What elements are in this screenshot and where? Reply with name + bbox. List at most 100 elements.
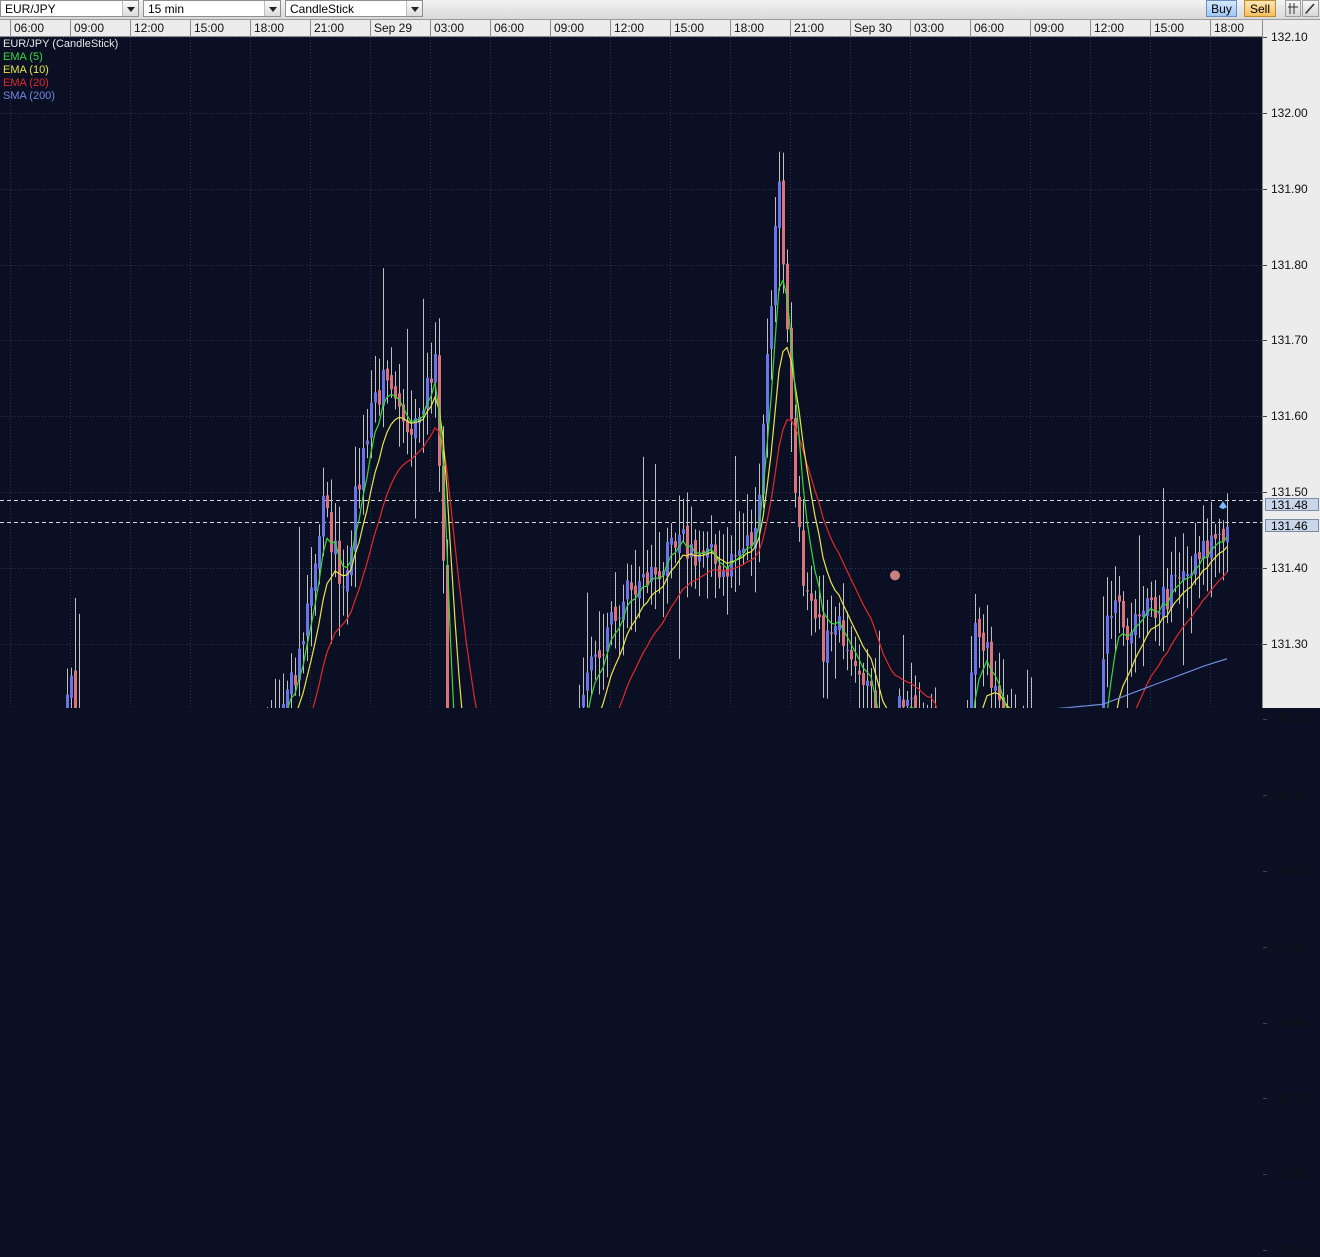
symbol-select[interactable]: EUR/JPY: [0, 0, 139, 17]
candle: [850, 650, 853, 659]
chevron-down-icon[interactable]: [406, 1, 422, 16]
time-tick: [70, 20, 71, 36]
candle: [306, 603, 309, 635]
candle: [802, 530, 805, 585]
time-tick-label: 15:00: [194, 21, 224, 35]
time-tick: [370, 20, 371, 36]
pencil-icon[interactable]: [1302, 0, 1319, 17]
price-tick: [1263, 947, 1267, 948]
candle: [586, 673, 589, 691]
time-tick-label: 12:00: [1094, 21, 1124, 35]
grid-icon[interactable]: [1285, 0, 1301, 17]
price-tick: [1263, 1023, 1267, 1024]
time-tick: [310, 20, 311, 36]
candle: [386, 369, 389, 381]
candle: [626, 580, 629, 599]
price-tick-label: 131.50: [1271, 485, 1308, 499]
candlestick-chart[interactable]: [0, 37, 1262, 708]
candle: [590, 657, 593, 671]
time-tick-label: 09:00: [554, 21, 584, 35]
price-tick: [1263, 1174, 1267, 1175]
candle: [434, 354, 437, 382]
candle: [70, 676, 73, 698]
candle: [686, 526, 689, 559]
candle: [858, 671, 861, 675]
candle: [1150, 597, 1153, 600]
candle: [602, 654, 605, 655]
candle: [718, 565, 721, 577]
candle: [682, 529, 685, 534]
time-tick-label: 12:00: [614, 21, 644, 35]
candle: [374, 392, 377, 402]
candle: [1226, 527, 1229, 543]
candle: [430, 378, 433, 382]
time-tick: [10, 20, 11, 36]
candle: [766, 354, 769, 423]
candle: [390, 375, 393, 389]
candle: [1102, 659, 1105, 708]
candle: [1162, 587, 1165, 617]
candle: [1166, 589, 1169, 609]
candle: [826, 631, 829, 663]
candle: [1202, 541, 1205, 559]
candle: [806, 590, 809, 591]
price-tick: [1263, 37, 1267, 38]
candle: [370, 403, 373, 438]
candle: [782, 180, 785, 264]
candle: [342, 586, 345, 587]
candle: [738, 550, 741, 555]
candle: [1138, 615, 1141, 617]
candle: [290, 672, 293, 694]
price-tick: [1263, 416, 1267, 417]
time-tick: [550, 20, 551, 36]
time-tick-label: 12:00: [134, 21, 164, 35]
time-tick: [190, 20, 191, 36]
time-tick: [730, 20, 731, 36]
time-tick: [1150, 20, 1151, 36]
candle: [318, 536, 321, 569]
candle: [774, 226, 777, 306]
candle: [990, 642, 993, 688]
candle: [358, 485, 361, 490]
time-tick: [850, 20, 851, 36]
candle: [778, 182, 781, 228]
buy-button[interactable]: Buy: [1206, 0, 1237, 17]
price-tick: [1263, 1098, 1267, 1099]
price-tick-label: 130.80: [1271, 1016, 1308, 1030]
chart-type-select[interactable]: CandleStick: [285, 0, 423, 17]
chevron-down-icon[interactable]: [122, 1, 138, 16]
time-tick-label: 18:00: [254, 21, 284, 35]
candle: [970, 672, 973, 708]
price-tick: [1263, 265, 1267, 266]
time-tick-label: 03:00: [914, 21, 944, 35]
candle: [974, 623, 977, 675]
price-tick-label: 130.90: [1271, 940, 1308, 954]
candle: [1122, 601, 1125, 627]
sell-button[interactable]: Sell: [1244, 0, 1276, 17]
candle: [734, 555, 737, 556]
candle: [1114, 600, 1117, 613]
candle: [1118, 595, 1121, 601]
legend-ema5: EMA (5): [3, 51, 118, 64]
candle: [822, 615, 825, 661]
price-tick: [1263, 340, 1267, 341]
price-tick: [1263, 568, 1267, 569]
candle: [670, 538, 673, 545]
candle: [1170, 575, 1173, 608]
chevron-down-icon[interactable]: [264, 1, 280, 16]
ema10-line: [3, 348, 1227, 709]
candle: [798, 497, 801, 527]
time-tick-label: 06:00: [14, 21, 44, 35]
price-tick-label: 131.70: [1271, 333, 1308, 347]
candle: [854, 661, 857, 666]
legend-title: EUR/JPY (CandleStick): [3, 38, 118, 51]
candle: [986, 642, 989, 648]
timeframe-select[interactable]: 15 min: [143, 0, 281, 17]
candle: [294, 675, 297, 685]
time-tick-label: 15:00: [674, 21, 704, 35]
bid-price-label: 131.46: [1265, 519, 1319, 532]
candle: [642, 574, 645, 577]
candle: [710, 544, 713, 548]
time-tick: [910, 20, 911, 36]
time-tick: [250, 20, 251, 36]
